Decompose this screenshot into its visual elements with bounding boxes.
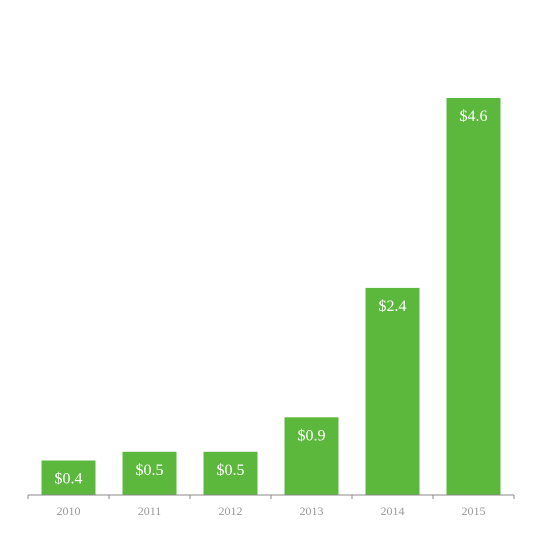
bar-2014 [365, 287, 420, 495]
data-label-2014: $2.4 [379, 298, 407, 315]
data-label-2010: $0.4 [55, 471, 83, 488]
bar-2013 [284, 417, 339, 495]
x-tick-label-2011: 2011 [138, 504, 162, 518]
x-tick-label-2013: 2013 [300, 504, 324, 518]
bar-2012 [203, 451, 258, 495]
bar-2015 [446, 98, 501, 495]
data-label-2011: $0.5 [136, 462, 164, 479]
x-tick-label-2012: 2012 [219, 504, 243, 518]
x-tick-label-2015: 2015 [462, 504, 486, 518]
data-label-2015: $4.6 [460, 108, 488, 125]
x-ticks-layer: 2010 2011 2012 2013 2014 2015 [27, 495, 515, 518]
data-labels-layer: $0.4 $0.5 $0.5 $0.9 $2.4 $4.6 [55, 108, 488, 488]
bar-2010 [41, 460, 96, 495]
x-tick-label-2010: 2010 [57, 504, 81, 518]
bar-2011 [122, 451, 177, 495]
data-label-2012: $0.5 [217, 462, 245, 479]
x-tick-label-2014: 2014 [381, 504, 405, 518]
bars-layer [41, 98, 501, 495]
data-label-2013: $0.9 [298, 427, 326, 444]
